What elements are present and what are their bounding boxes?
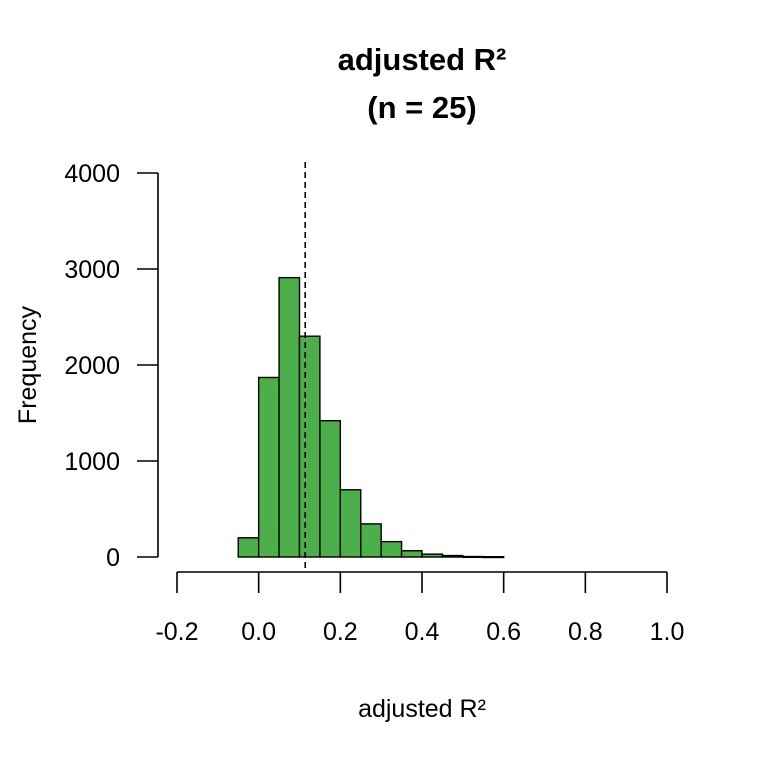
chart-title-line-1: adjusted R² bbox=[338, 42, 507, 77]
chart-title-line-2: (n = 25) bbox=[367, 90, 476, 125]
x-tick-label: 0.8 bbox=[568, 618, 603, 646]
histogram-bars bbox=[237, 276, 505, 559]
y-tick-label: 4000 bbox=[64, 160, 120, 188]
histogram-bar-1 bbox=[257, 376, 280, 558]
histogram-bar-7 bbox=[380, 540, 403, 558]
x-axis-title: adjusted R² bbox=[358, 695, 486, 723]
y-axis: 0 1000 2000 3000 4000 bbox=[64, 160, 159, 572]
histogram-bar-5 bbox=[339, 489, 362, 558]
y-tick-label: 3000 bbox=[64, 256, 120, 284]
x-tick-label: 0.4 bbox=[405, 618, 440, 646]
x-tick-label: 0.2 bbox=[323, 618, 358, 646]
histogram-bar-9 bbox=[421, 553, 444, 558]
histogram-bar-3 bbox=[298, 335, 321, 558]
histogram-bar-2 bbox=[278, 276, 301, 558]
histogram-bar-11 bbox=[462, 555, 484, 559]
x-axis: -0.2 0.0 0.2 0.4 0.6 0.8 1.0 bbox=[155, 571, 685, 646]
histogram-bar-0 bbox=[237, 537, 260, 558]
x-tick-label: -0.2 bbox=[155, 618, 198, 646]
y-tick-label: 2000 bbox=[64, 352, 120, 380]
x-tick-label: 0.6 bbox=[486, 618, 521, 646]
y-axis-title: Frequency bbox=[14, 305, 42, 424]
y-tick-label: 0 bbox=[106, 544, 120, 572]
y-tick-label: 1000 bbox=[64, 448, 120, 476]
x-tick-label: 0.0 bbox=[241, 618, 276, 646]
histogram-bar-8 bbox=[400, 550, 423, 558]
histogram-bar-6 bbox=[360, 523, 382, 558]
x-tick-label: 1.0 bbox=[650, 618, 685, 646]
histogram-bar-4 bbox=[319, 419, 342, 558]
histogram-bar-10 bbox=[441, 554, 464, 558]
histogram-bar-12 bbox=[482, 556, 505, 559]
